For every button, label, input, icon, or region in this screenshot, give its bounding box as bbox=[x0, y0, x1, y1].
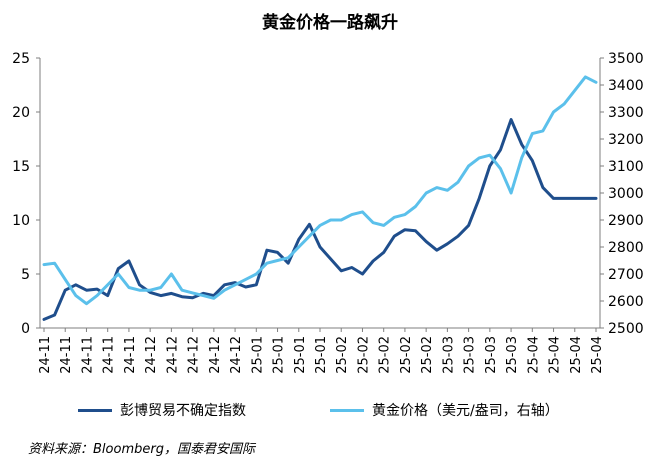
y-right-tick-label: 2800 bbox=[608, 240, 644, 256]
x-tick-label: 24-12 bbox=[229, 336, 244, 374]
x-tick-label: 25-01 bbox=[250, 336, 265, 374]
x-tick-label: 24-11 bbox=[38, 336, 53, 374]
legend-label-series-1: 彭博贸易不确定指数 bbox=[120, 403, 246, 419]
y-left-tick-label: 5 bbox=[21, 267, 30, 283]
legend-item-series-1: 彭博贸易不确定指数 bbox=[78, 400, 246, 420]
x-tick-label: 24-11 bbox=[80, 336, 95, 374]
x-tick-label: 25-03 bbox=[441, 336, 456, 374]
x-tick-label: 25-02 bbox=[335, 336, 350, 374]
x-tick-label: 25-02 bbox=[420, 336, 435, 374]
x-tick-label: 25-01 bbox=[272, 336, 287, 374]
y-right-tick-label: 3200 bbox=[608, 132, 644, 148]
chart: 0 5 10 15 20 25 2500 2600 2700 2800 2900 3000 3100 32… bbox=[12, 51, 643, 374]
chart-title: 黄金价格一路飙升 bbox=[262, 13, 398, 33]
x-tick-label: 24-12 bbox=[208, 336, 223, 374]
series-line-trade-uncertainty bbox=[42, 118, 598, 321]
series-line-gold-price bbox=[42, 75, 598, 306]
y-right-tick-label: 2500 bbox=[608, 321, 644, 337]
legend-swatch-series-2 bbox=[330, 408, 364, 412]
x-tick-label: 25-04 bbox=[569, 336, 584, 374]
x-tick-label: 25-04 bbox=[526, 336, 541, 374]
y-right-tick-label: 2900 bbox=[608, 213, 644, 229]
y-left-tick-label: 20 bbox=[12, 105, 30, 121]
y-right-tick-label: 2700 bbox=[608, 267, 644, 283]
legend-swatch-series-1 bbox=[78, 408, 112, 412]
legend-item-series-2: 黄金价格（美元/盎司，右轴） bbox=[330, 400, 559, 420]
y-left-tick-label: 25 bbox=[12, 51, 30, 67]
x-tick-label: 24-12 bbox=[165, 336, 180, 374]
x-tick-label: 25-04 bbox=[590, 336, 605, 374]
x-tick-label: 25-02 bbox=[356, 336, 371, 374]
series-lines bbox=[42, 75, 598, 321]
x-tick-label: 24-11 bbox=[59, 336, 74, 374]
y-right-tick-label: 3500 bbox=[608, 51, 644, 67]
y-left-tick-label: 10 bbox=[12, 213, 30, 229]
x-tick-label: 25-03 bbox=[484, 336, 499, 374]
y-right-tick-label: 3400 bbox=[608, 78, 644, 94]
y-right-tick-label: 2600 bbox=[608, 294, 644, 310]
source-note: 资料来源：Bloomberg，国泰君安国际 bbox=[28, 442, 255, 457]
x-tick-label: 25-04 bbox=[548, 336, 563, 374]
y-right-tick-label: 3100 bbox=[608, 159, 644, 175]
x-tick-label: 25-02 bbox=[399, 336, 414, 374]
legend-label-series-2: 黄金价格（美元/盎司，右轴） bbox=[372, 403, 559, 419]
x-tick-label: 25-03 bbox=[463, 336, 478, 374]
y-right-tick-label: 3300 bbox=[608, 105, 644, 121]
axes: 0 5 10 15 20 25 2500 2600 2700 2800 2900 3000 3100 32… bbox=[12, 51, 643, 374]
x-tick-label: 25-01 bbox=[293, 336, 308, 374]
x-tick-label: 24-11 bbox=[102, 336, 117, 374]
y-left-tick-label: 15 bbox=[12, 159, 30, 175]
y-right-tick-label: 3000 bbox=[608, 186, 644, 202]
x-tick-label: 24-12 bbox=[187, 336, 202, 374]
x-tick-label: 25-03 bbox=[505, 336, 520, 374]
x-tick-label: 24-11 bbox=[123, 336, 138, 374]
x-tick-label: 25-01 bbox=[314, 336, 329, 374]
y-left-tick-label: 0 bbox=[21, 321, 30, 337]
x-tick-label: 24-12 bbox=[144, 336, 159, 374]
x-tick-label: 25-02 bbox=[378, 336, 393, 374]
